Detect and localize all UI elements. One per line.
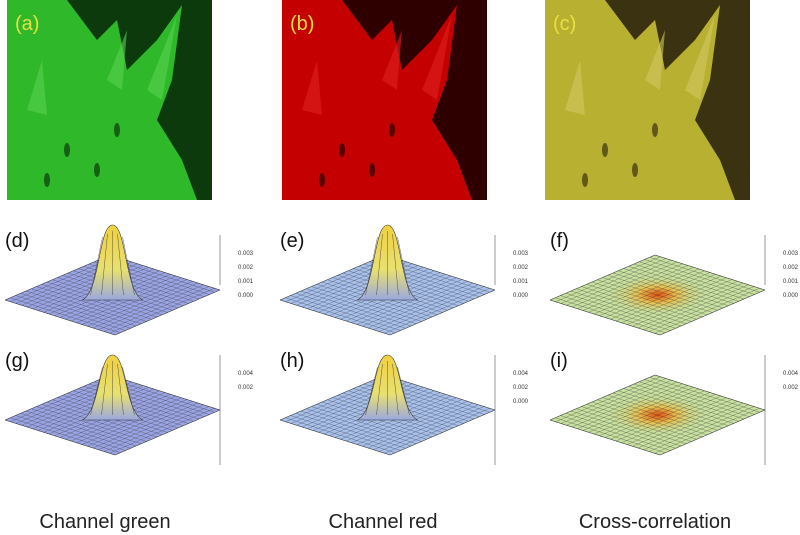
surface-plot: 0.003 0.002 0.001 0.000 (f) (549, 230, 799, 336)
surface-plot: 0.004 0.002 (i) (549, 350, 799, 465)
spike (27, 15, 177, 115)
tick-label: 0.001 (513, 279, 529, 285)
spot (389, 123, 395, 137)
peak-mesh (365, 231, 410, 296)
spot (319, 173, 325, 187)
spot (652, 123, 658, 137)
tick-label: 0.000 (238, 293, 254, 299)
cell (545, 0, 735, 200)
tick-label: 0.002 (513, 385, 529, 391)
tick-label: 0.002 (513, 265, 529, 271)
tick-label: 0.002 (238, 265, 254, 271)
tick-label: 0.002 (238, 385, 254, 391)
surface-plot: 0.004 0.002 (g) (4, 350, 254, 465)
caption: Cross-correlation (579, 511, 731, 533)
panel-label: (g) (5, 350, 29, 372)
panel-label: (e) (280, 230, 304, 252)
caption: Channel red (329, 511, 438, 533)
tick-label: 0.002 (783, 265, 799, 271)
panel-label: (f) (550, 230, 569, 252)
tick-label: 0.003 (238, 251, 254, 257)
tick-label: 0.003 (513, 251, 529, 257)
tick-label: 0.003 (783, 251, 799, 257)
spot (632, 163, 638, 177)
tick-label: 0.002 (783, 385, 799, 391)
panel-label: (c) (553, 13, 576, 35)
spot (602, 143, 608, 157)
tick-label: 0.000 (783, 293, 799, 299)
tick-label: 0.000 (513, 399, 529, 405)
surface-plot: 0.004 0.002 0.000 (h) (279, 350, 529, 465)
peak-mesh (365, 361, 410, 416)
tick-label: 0.004 (238, 371, 254, 377)
spot (114, 123, 120, 137)
spike (302, 15, 452, 115)
tick-label: 0.001 (783, 279, 799, 285)
surface-plot: 0.003 0.002 0.001 0.000 (d) (4, 224, 254, 336)
cell (7, 0, 197, 200)
spot (369, 163, 375, 177)
peak-mesh (90, 361, 135, 416)
spot (339, 143, 345, 157)
mesh (549, 254, 766, 336)
tick-label: 0.000 (513, 293, 529, 299)
tick-label: 0.004 (513, 371, 529, 377)
panel-label: (a) (15, 13, 39, 35)
spot (94, 163, 100, 177)
spot (64, 143, 70, 157)
caption: Channel green (39, 511, 170, 533)
tick-label: 0.004 (783, 371, 799, 377)
cell (282, 0, 472, 200)
spot (582, 173, 588, 187)
panel-label: (h) (280, 350, 304, 372)
surface-plot: 0.003 0.002 0.001 0.000 (e) (279, 224, 529, 336)
tick-label: 0.001 (238, 279, 254, 285)
spot (44, 173, 50, 187)
panel-label: (d) (5, 230, 29, 252)
micrograph: (a) (7, 0, 212, 200)
micrograph: (c) (545, 0, 750, 200)
micrograph: (b) (282, 0, 487, 200)
peak-mesh (90, 231, 135, 296)
spike (565, 15, 715, 115)
panel-label: (i) (550, 350, 568, 372)
mesh (549, 374, 766, 456)
panel-label: (b) (290, 13, 314, 35)
